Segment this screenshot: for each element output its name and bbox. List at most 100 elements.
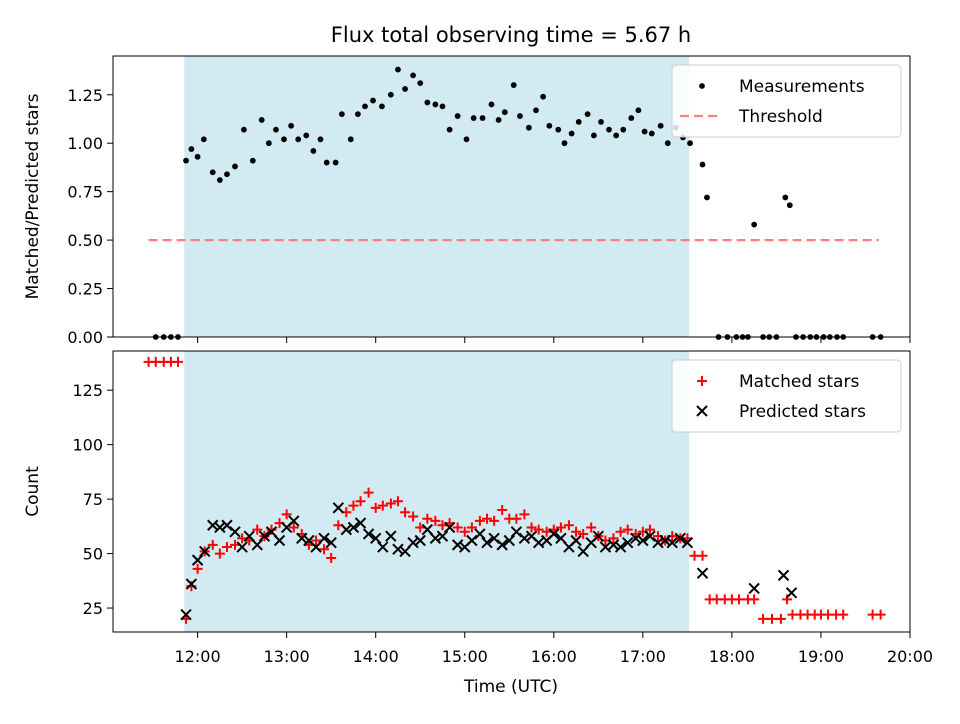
xtick-label: 12:00 (175, 647, 221, 666)
top-panel: 0.00 0.25 0.50 0.75 1.00 1.25 Matched/Predicte… (23, 55, 911, 347)
predicted-point (229, 526, 241, 538)
measurement-point (699, 161, 706, 168)
matched-point (377, 500, 388, 511)
top-y-axis-label: Matched/Predicted stars (23, 93, 43, 299)
matched-point (497, 505, 508, 516)
legend-marker-predicted (696, 405, 708, 417)
measurement-point (387, 91, 394, 98)
bottom-legend: Matched stars Predicted stars (671, 359, 902, 433)
measurement-point (417, 80, 424, 87)
matched-point (173, 356, 184, 367)
matched-point (586, 522, 597, 533)
matched-point (385, 498, 396, 509)
matched-point (192, 563, 203, 574)
predicted-point (644, 530, 656, 542)
measurement-point (370, 97, 376, 104)
matched-point (214, 548, 225, 559)
measurement-point (402, 86, 408, 92)
bottom-panel: 25 50 75 100 125 12:00 13:00 14:00 15:00 16:00 17:… (23, 350, 933, 666)
measurement-point (613, 132, 620, 139)
matched-point (229, 539, 240, 550)
top-observing-span (184, 56, 690, 337)
matched-point (252, 524, 263, 535)
legend-label: Matched stars (739, 372, 859, 392)
predicted-point (532, 536, 545, 549)
measurement-point (338, 111, 345, 118)
predicted-point (258, 530, 271, 542)
matched-point (555, 522, 566, 533)
predicted-point (510, 526, 523, 538)
predicted-point (354, 517, 367, 529)
bottom-ytick-label: 50 (83, 545, 103, 564)
xtick-label: 15:00 (442, 647, 488, 666)
predicted-point (429, 532, 442, 545)
predicted-point (592, 530, 605, 542)
matched-point (319, 544, 330, 555)
measurement-point (209, 169, 216, 176)
measurement-point (249, 157, 256, 164)
matched-point (519, 509, 530, 520)
predicted-point (362, 528, 375, 540)
predicted-point (488, 532, 500, 545)
predicted-point (607, 539, 620, 551)
matched-point (875, 609, 886, 620)
predicted-point (777, 569, 790, 582)
x-axis-label: Time (UTC) (463, 677, 558, 697)
bottom-ytick-label: 25 (83, 599, 103, 618)
predicted-point (236, 541, 248, 553)
bottom-observing-span (184, 351, 690, 632)
predicted-point (407, 536, 419, 549)
measurement-point (347, 136, 354, 143)
measurement-point (303, 132, 310, 139)
measurement-point (584, 111, 591, 118)
measurement-point (598, 118, 604, 125)
measurement-point (657, 122, 664, 129)
measurement-point (295, 136, 302, 143)
measurement-point (786, 202, 793, 209)
top-axes-frame (112, 55, 911, 338)
predicted-point (630, 532, 642, 545)
predicted-point (652, 536, 664, 549)
matched-point (288, 522, 299, 533)
predicted-point (599, 541, 612, 553)
measurement-point (575, 118, 582, 125)
bottom-ytick-label: 100 (72, 436, 103, 455)
predicted-point (310, 541, 322, 553)
measurement-point (439, 103, 446, 110)
predicted-point (466, 534, 478, 547)
matched-point (430, 515, 441, 526)
measurement-point (510, 82, 517, 88)
measurement-point (501, 109, 508, 116)
predicted-point (414, 534, 426, 547)
predicted-point (243, 530, 255, 542)
measurement-point (606, 126, 612, 133)
predicted-point (637, 534, 649, 547)
measurement-point (281, 136, 287, 143)
matched-point (563, 520, 574, 531)
measurement-point (517, 113, 523, 119)
measurement-point (432, 101, 439, 108)
predicted-point (265, 526, 278, 538)
bottom-axes-frame (112, 350, 911, 633)
predicted-point (748, 582, 760, 595)
measurement-point (232, 163, 238, 170)
matched-point (622, 524, 633, 535)
predicted-point (674, 532, 686, 545)
predicted-point (251, 539, 263, 551)
matched-point (237, 533, 248, 544)
matched-point (370, 502, 381, 513)
measurement-point (379, 103, 385, 110)
predicted-point (785, 587, 798, 599)
measurement-point (533, 107, 539, 114)
matched-point (615, 526, 626, 537)
matched-point (749, 594, 760, 605)
xtick-label: 14:00 (353, 647, 399, 666)
top-ytick-label: 0.75 (67, 183, 103, 202)
predicted-point (659, 534, 671, 547)
measurement-point (628, 115, 635, 121)
bottom-series-x (180, 502, 798, 621)
measurement-point (540, 93, 547, 100)
predicted-point (191, 554, 204, 566)
predicted-point (185, 578, 198, 590)
measurement-point (200, 136, 207, 143)
